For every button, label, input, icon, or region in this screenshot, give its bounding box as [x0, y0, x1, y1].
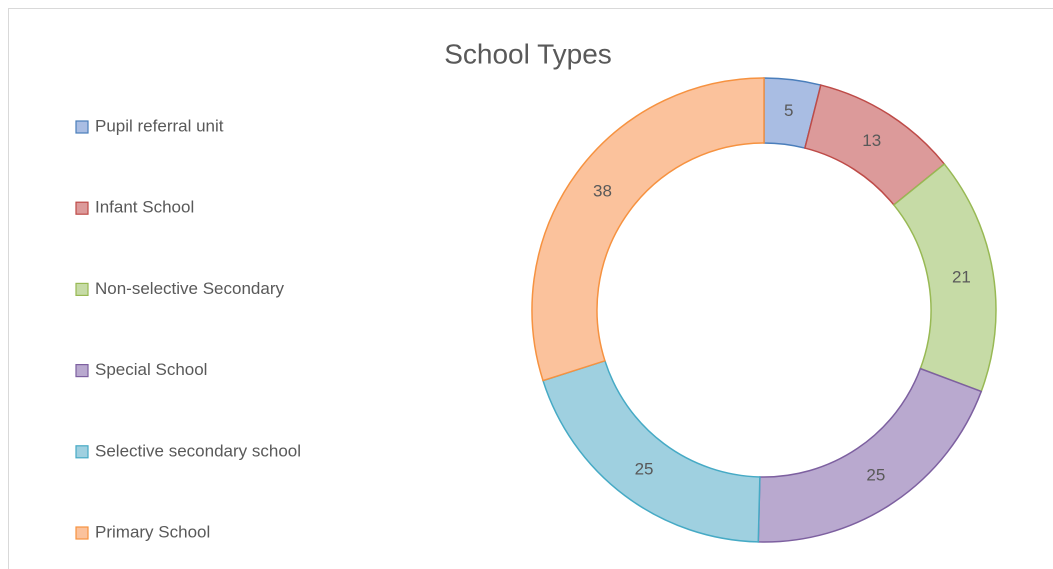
- value-label: 21: [952, 267, 971, 286]
- legend-text: Non-selective Secondary: [95, 279, 284, 298]
- legend-swatch: [75, 282, 89, 296]
- legend-text: Primary School: [95, 522, 210, 541]
- legend-swatch: [75, 364, 89, 378]
- chart-title: School Types: [444, 38, 612, 69]
- legend-text: Special School: [95, 360, 207, 379]
- value-label: 25: [866, 465, 885, 484]
- value-label: 13: [862, 131, 881, 150]
- doughnut-segment: [531, 77, 765, 382]
- legend-text: Pupil referral unit: [95, 116, 224, 135]
- value-label: 5: [784, 101, 793, 120]
- legend-swatch: [75, 201, 89, 215]
- value-label: 38: [593, 182, 612, 201]
- legend-text: Selective secondary school: [95, 441, 301, 460]
- legend-swatch: [75, 120, 89, 134]
- value-label: 25: [635, 460, 654, 479]
- legend-text: Infant School: [95, 198, 194, 217]
- legend-swatch: [75, 526, 89, 540]
- legend-swatch: [75, 445, 89, 459]
